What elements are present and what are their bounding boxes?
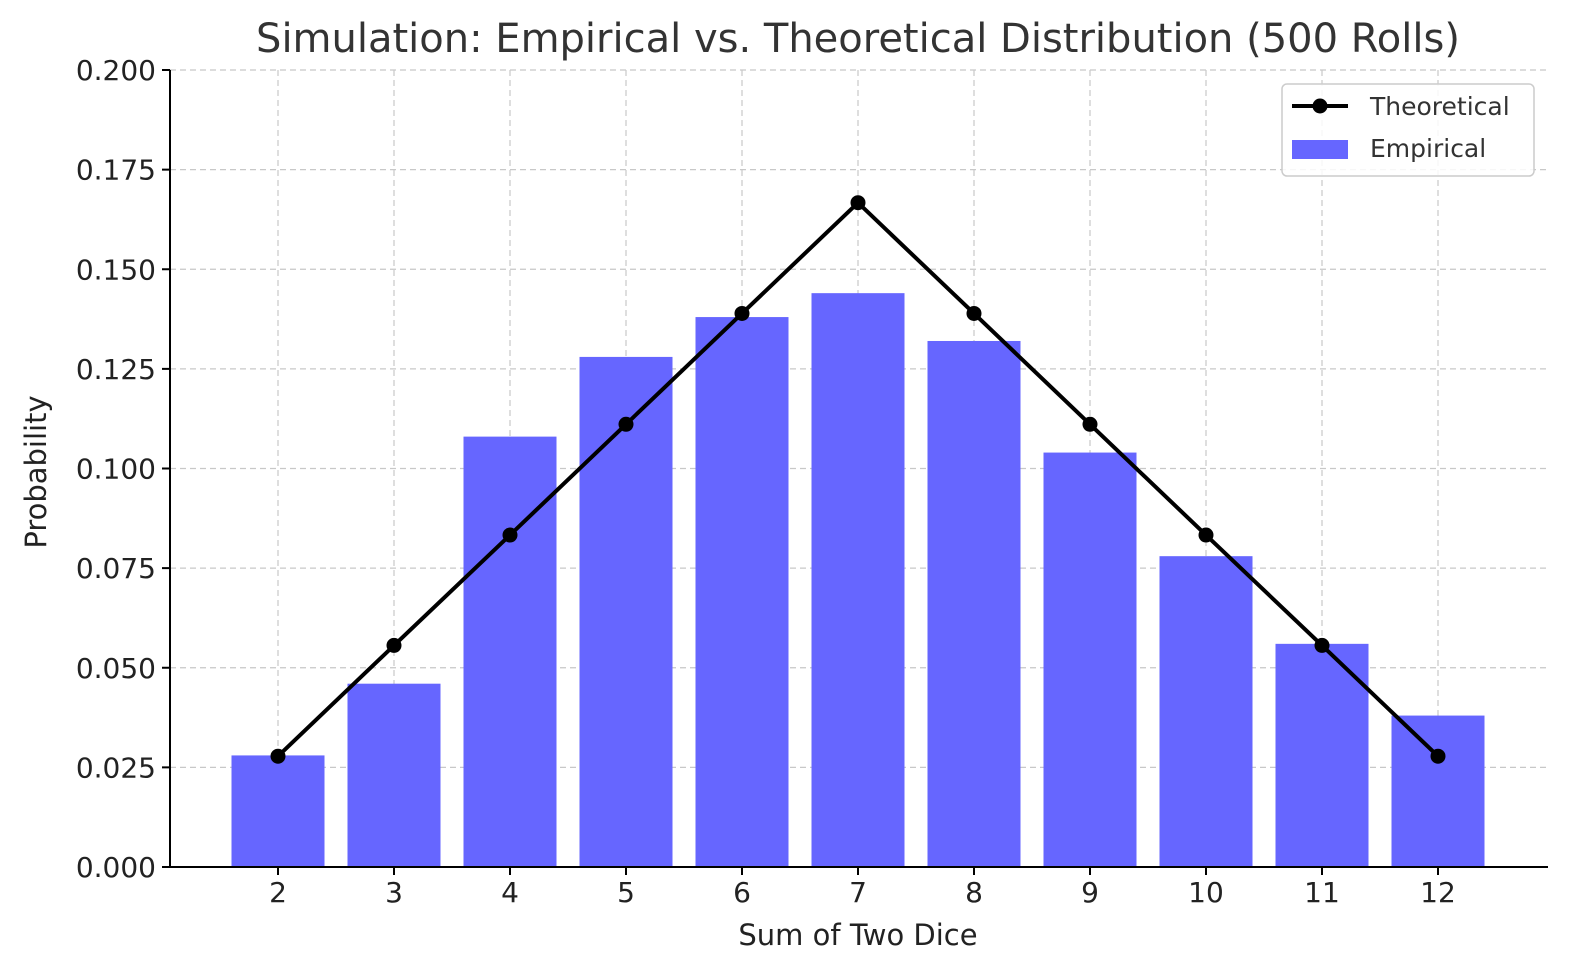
x-tick-label: 5 [617, 876, 635, 909]
y-axis-label: Probability [19, 395, 53, 548]
y-tick-label: 0.050 [76, 652, 156, 685]
bar-10 [1159, 556, 1253, 867]
bar-4 [463, 436, 557, 867]
bar-9 [1043, 452, 1137, 867]
x-tick-label: 8 [965, 876, 983, 909]
point-8 [966, 305, 982, 321]
x-tick-label: 3 [385, 876, 403, 909]
bar-2 [231, 755, 325, 867]
bar-8 [927, 340, 1021, 868]
legend-label-theoretical: Theoretical [1369, 92, 1510, 121]
legend-bar-swatch [1292, 140, 1348, 159]
legend-label-empirical: Empirical [1370, 134, 1486, 163]
y-tick-label: 0.150 [76, 253, 156, 286]
y-tick-label: 0.125 [76, 353, 156, 386]
bar-6 [695, 317, 789, 867]
x-tick-label: 4 [501, 876, 519, 909]
y-tick-label: 0.100 [76, 453, 156, 486]
x-tick-label: 11 [1304, 876, 1340, 909]
point-6 [734, 305, 750, 321]
x-axis-label: Sum of Two Dice [738, 918, 977, 952]
bar-7 [811, 293, 905, 867]
x-tick-label: 6 [733, 876, 751, 909]
y-tick-label: 0.075 [76, 552, 156, 585]
x-tick-labels: 2 3 4 5 6 7 8 9 10 11 12 [269, 867, 1456, 909]
point-3 [386, 637, 402, 653]
line-theoretical [270, 195, 1446, 764]
chart-title: Simulation: Empirical vs. Theoretical Di… [256, 16, 1460, 62]
point-2 [270, 748, 286, 764]
x-tick-label: 7 [849, 876, 867, 909]
point-7 [850, 195, 866, 211]
y-tick-label: 0.025 [76, 751, 156, 784]
point-9 [1082, 416, 1098, 432]
bar-5 [579, 356, 673, 867]
legend-marker-swatch [1312, 98, 1328, 114]
y-tick-label: 0.175 [76, 154, 156, 187]
point-5 [618, 416, 634, 432]
x-tick-label: 10 [1188, 876, 1224, 909]
y-tick-labels: 0.000 0.025 0.050 0.075 0.100 0.125 0.150 0.175… [76, 54, 170, 884]
x-tick-label: 9 [1081, 876, 1099, 909]
y-tick-label: 0.000 [76, 851, 156, 884]
bar-12 [1391, 715, 1485, 867]
point-12 [1430, 748, 1446, 764]
bar-11 [1275, 643, 1369, 867]
x-tick-label: 2 [269, 876, 287, 909]
legend: Theoretical Empirical [1281, 83, 1535, 177]
x-tick-label: 12 [1420, 876, 1456, 909]
bars-empirical [231, 293, 1485, 868]
point-4 [502, 527, 518, 543]
bar-3 [347, 683, 441, 867]
point-11 [1314, 637, 1330, 653]
point-10 [1198, 527, 1214, 543]
y-tick-label: 0.200 [76, 54, 156, 87]
